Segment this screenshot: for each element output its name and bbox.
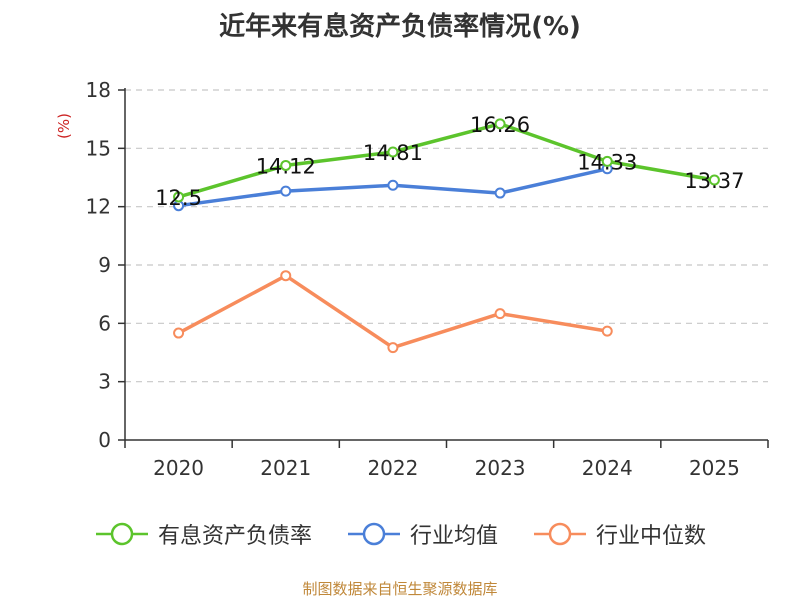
y-tick-label-0: 0 [98, 428, 111, 452]
y-tick-label-2: 6 [98, 311, 111, 335]
series-0-line [178, 122, 715, 199]
x-tick-label-4: 2024 [582, 456, 633, 480]
series-2-point-4 [601, 325, 613, 337]
series-1-point-1 [280, 185, 292, 197]
series-0-point-2 [387, 146, 399, 158]
series-1 [173, 163, 613, 212]
series-0-point-5 [708, 174, 720, 186]
series-2 [173, 270, 613, 354]
series-0-point-4 [601, 155, 613, 167]
y-tick-label-3: 9 [98, 253, 111, 277]
legend-item-0[interactable]: 有息资产负债率 [94, 518, 312, 550]
y-tick-label-1: 3 [98, 370, 111, 394]
y-axis-label: (%) [55, 113, 73, 139]
series-0-point-1 [280, 159, 292, 171]
data-label-2: 14.81 [363, 141, 423, 165]
data-label-3: 16.26 [470, 113, 530, 137]
series-2-line [177, 273, 608, 350]
data-label-0: 12.5 [155, 186, 202, 210]
legend-marker-0-icon [95, 522, 148, 546]
data-label-4: 14.33 [577, 150, 637, 174]
legend-label-2: 行业中位数 [596, 524, 707, 549]
series-2-point-1 [280, 270, 292, 282]
legend-label-1: 行业均值 [409, 524, 498, 549]
x-tick-label-2: 2022 [367, 456, 418, 480]
chart-title: 近年来有息资产负债率情况(%) [219, 12, 581, 42]
legend-marker-2-icon [534, 522, 586, 546]
data-label-5: 13.37 [684, 169, 744, 193]
y-tick-label-4: 12 [86, 195, 111, 219]
y-tick-label-6: 18 [86, 78, 111, 102]
x-tick-label-3: 2023 [475, 456, 526, 480]
legend-item-1[interactable]: 行业均值 [346, 518, 498, 550]
source-note: 制图数据来自恒生聚源数据库 [302, 580, 498, 598]
x-tick-label-5: 2025 [689, 456, 740, 480]
legend-label-0: 有息资产负债率 [157, 524, 312, 549]
series-1-point-2 [387, 179, 399, 191]
y-tick-label-5: 15 [86, 136, 111, 160]
series-2-point-2 [387, 342, 399, 354]
legend-marker-1-icon [347, 522, 400, 546]
series-1-point-3 [494, 187, 506, 199]
legend-item-2[interactable]: 行业中位数 [532, 518, 706, 550]
series-0 [173, 118, 720, 203]
series-0-point-0 [173, 191, 185, 203]
series-0-point-3 [494, 118, 506, 130]
series-2-point-3 [494, 308, 506, 320]
x-tick-label-0: 2020 [153, 456, 204, 480]
series-2-point-0 [173, 327, 185, 339]
x-tick-label-1: 2021 [260, 456, 311, 480]
legend: 有息资产负债率 行业均值 行业中位数 [0, 518, 800, 550]
data-label-1: 14.12 [256, 154, 316, 178]
